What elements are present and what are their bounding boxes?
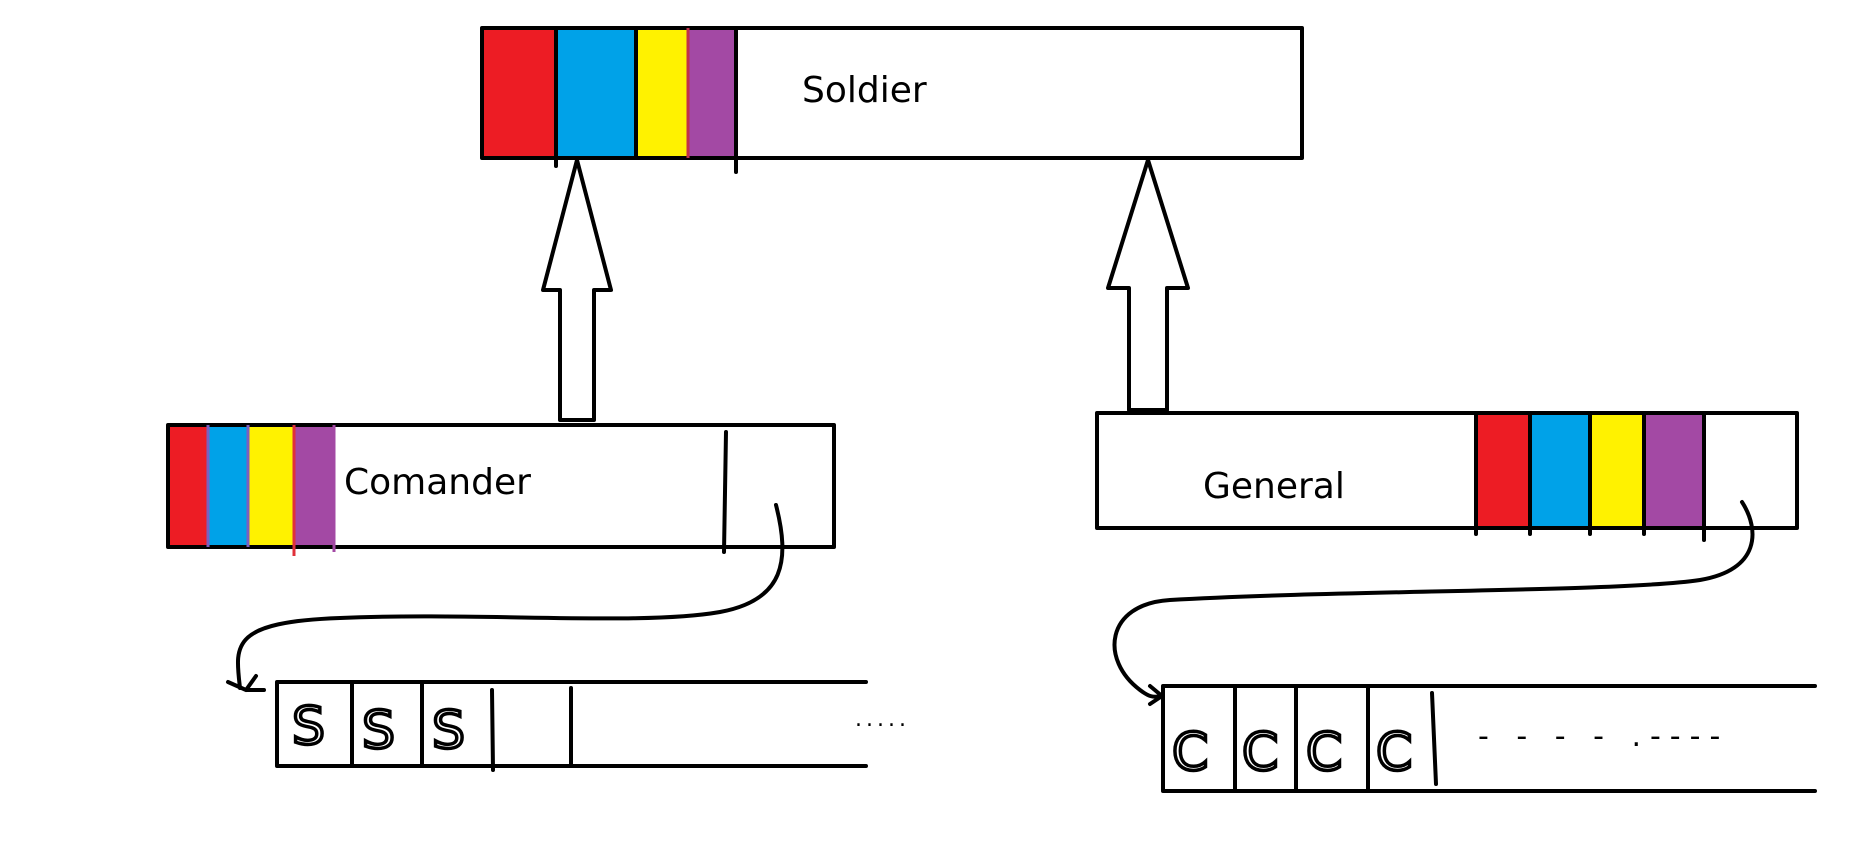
general-color-purple <box>1644 413 1704 528</box>
general-array-cell: C <box>1376 723 1412 783</box>
general-array-cell: C <box>1172 723 1208 783</box>
commander-array-cell: S <box>362 701 395 761</box>
soldier-color-purple <box>688 28 736 158</box>
general-color-yellow <box>1590 413 1644 528</box>
general-color-blue <box>1530 413 1590 528</box>
commander-array-cell: S <box>292 697 325 757</box>
inheritance-arrow-commander <box>541 158 613 422</box>
soldier-outline <box>480 26 1304 160</box>
commander-color-red <box>168 425 208 547</box>
general-label: General <box>1203 466 1345 507</box>
general-pointer-curve <box>1112 500 1755 699</box>
commander-pointer-curve <box>235 503 785 690</box>
commander-array-cell: S <box>432 701 465 761</box>
commander-array-ellipsis: ..... <box>855 707 910 732</box>
soldier-color-yellow <box>636 28 688 158</box>
commander-label: Comander <box>344 462 531 503</box>
commander-color-blue <box>208 425 248 547</box>
commander-pointer-arrowhead <box>226 674 266 692</box>
commander-box: Comander <box>166 423 836 556</box>
general-array-cell: C <box>1306 723 1342 783</box>
soldier-color-blue <box>556 28 636 158</box>
commander-color-purple <box>294 425 334 547</box>
general-box: General <box>1095 411 1799 542</box>
commander-color-yellow <box>248 425 294 547</box>
soldier-label: Soldier <box>802 70 927 111</box>
commander-outline <box>166 423 836 549</box>
general-color-red <box>1476 413 1530 528</box>
general-array-cell: C <box>1242 723 1278 783</box>
inheritance-arrow-general <box>1106 158 1190 412</box>
commander-array-outline <box>275 680 868 768</box>
general-array: C C C C - - - - .---- <box>1161 684 1817 793</box>
commander-array: S S S ..... <box>275 680 910 772</box>
soldier-color-red <box>482 28 556 158</box>
general-array-outline <box>1161 684 1817 793</box>
general-array-ellipsis: - - - - .---- <box>1478 719 1729 754</box>
general-outline <box>1095 411 1799 530</box>
soldier-box: Soldier <box>480 26 1304 174</box>
